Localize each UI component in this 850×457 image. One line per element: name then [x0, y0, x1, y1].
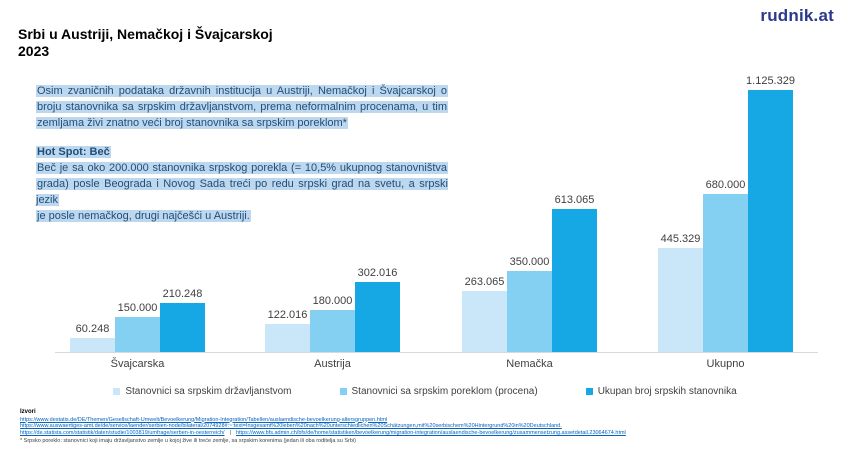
bar-value-label: 1.125.329 — [746, 75, 795, 87]
link-separator: | — [229, 429, 231, 436]
page-title-line2: 2023 — [18, 43, 50, 59]
x-axis-line — [55, 352, 818, 353]
bar — [310, 310, 355, 352]
source-link[interactable]: https://www.bfs.admin.ch/bfs/de/home/sta… — [235, 429, 626, 436]
bar-value-label: 445.329 — [660, 233, 701, 245]
legend-swatch — [339, 388, 347, 395]
category-label: Austrija — [314, 358, 351, 370]
category-label: Nemačka — [506, 358, 553, 370]
bar — [462, 291, 507, 352]
bar — [115, 317, 160, 352]
source-link-line: https://www.auswaertiges-amt.de/de/servi… — [20, 423, 820, 430]
legend-label: Ukupan broj srpskih stanovnika — [597, 386, 737, 397]
legend-item: Stanovnici sa srpskim državljanstvom — [113, 386, 292, 397]
hotspot-text: je posle nemačkog, drugi najčešći u Aust… — [36, 210, 251, 222]
chart-legend: Stanovnici sa srpskim državljanstvom Stan… — [0, 386, 850, 397]
sources-heading: Izvori — [20, 409, 36, 415]
hotspot-line: Beč je sa oko 200.000 stanovnika srpskog… — [36, 160, 448, 176]
source-link[interactable]: https://de.statista.com/statistik/daten/… — [20, 429, 225, 436]
bar — [160, 303, 205, 352]
hotspot-paragraph: Beč je sa oko 200.000 stanovnika srpskog… — [36, 160, 448, 224]
legend-item: Stanovnici sa srpskim poreklom (procena) — [339, 386, 538, 397]
intro-paragraph: Osim zvaničnih podataka državnih institu… — [36, 83, 448, 131]
source-link-line: https://de.statista.com/statistik/daten/… — [20, 430, 820, 437]
bar — [552, 209, 597, 352]
legend-swatch — [113, 388, 121, 395]
intro-text: broju stanovnika sa srpskim državljanstv… — [36, 101, 448, 113]
intro-line: broju stanovnika sa srpskim državljanstv… — [36, 99, 448, 115]
intro-line: zemljama živi znatno veći broj stanovnik… — [36, 115, 448, 131]
bar-value-label: 350.000 — [509, 256, 550, 268]
intro-line: Osim zvaničnih podataka državnih institu… — [36, 83, 448, 99]
category-label: Švajcarska — [110, 358, 165, 370]
hotspot-line: je posle nemačkog, drugi najčešći u Aust… — [36, 208, 448, 224]
hotspot-text: Beč je sa oko 200.000 stanovnika srpskog… — [36, 162, 448, 174]
bar-value-label: 60.248 — [75, 323, 110, 335]
bar-value-label: 302.016 — [357, 267, 398, 279]
source-link-line: https://www.destatis.de/DE/Themen/Gesell… — [20, 417, 820, 424]
bar — [748, 90, 793, 352]
footnote: * Srpsko poreklo: stanovnici koji imaju … — [20, 438, 356, 445]
hotspot-heading: Hot Spot: Beč — [36, 146, 111, 158]
bar-value-label: 210.248 — [162, 288, 203, 300]
hotspot-block: Hot Spot: Beč Beč je sa oko 200.000 stan… — [36, 144, 448, 224]
source-links: https://www.destatis.de/DE/Themen/Gesell… — [20, 417, 820, 437]
page-title: Srbi u Austriji, Nemačkoj i Švajcarskoj … — [18, 26, 273, 60]
bar-value-label: 680.000 — [705, 179, 746, 191]
bar — [70, 338, 115, 352]
legend-item: Ukupan broj srpskih stanovnika — [585, 386, 737, 397]
hotspot-line: grada) posle Beograda i Novog Sada treći… — [36, 176, 448, 208]
category-label: Ukupno — [706, 358, 745, 370]
bar — [507, 271, 552, 352]
hotspot-text: grada) posle Beograda i Novog Sada treći… — [36, 178, 448, 206]
legend-swatch — [585, 388, 593, 395]
bar-value-label: 122.016 — [267, 309, 308, 321]
bar-value-label: 150.000 — [117, 302, 158, 314]
legend-label: Stanovnici sa srpskim poreklom (procena) — [351, 386, 538, 397]
page-title-line1: Srbi u Austriji, Nemačkoj i Švajcarskoj — [18, 26, 273, 42]
legend-label: Stanovnici sa srpskim državljanstvom — [125, 386, 292, 397]
source-link[interactable]: https://www.destatis.de/DE/Themen/Gesell… — [20, 416, 388, 423]
bar — [265, 324, 310, 352]
source-link[interactable]: https://www.auswaertiges-amt.de/de/servi… — [20, 423, 562, 430]
bar — [355, 282, 400, 352]
bar-value-label: 180.000 — [312, 295, 353, 307]
bar — [703, 194, 748, 352]
sources-footer: Izvori https://www.destatis.de/DE/Themen… — [20, 409, 820, 445]
intro-text: zemljama živi znatno veći broj stanovnik… — [36, 117, 348, 129]
intro-text: Osim zvaničnih podataka državnih institu… — [36, 85, 448, 97]
bar — [658, 248, 703, 352]
logo: rudnik.at — [760, 6, 834, 25]
bar-value-label: 613.065 — [554, 194, 595, 206]
bar-value-label: 263.065 — [464, 276, 505, 288]
